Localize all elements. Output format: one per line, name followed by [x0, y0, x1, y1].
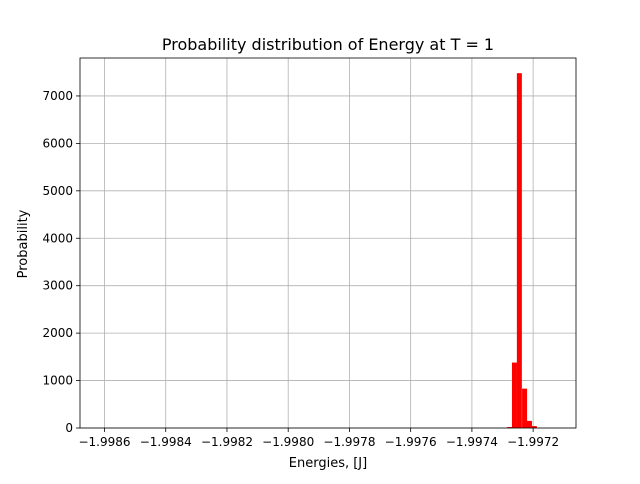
y-tick-label-1: 1000	[42, 374, 73, 388]
histogram-bar-5	[531, 426, 537, 428]
x-axis-ticks: −1.9986 −1.9984 −1.9982 −1.9980 −1.9978 −1.99…	[78, 428, 559, 449]
y-tick-label-3: 3000	[42, 279, 73, 293]
x-tick-label-4: −1.9978	[323, 435, 375, 449]
histogram-bar-0	[507, 427, 513, 428]
y-axis-label: Probability	[16, 209, 31, 278]
y-axis-ticks: 0 1000 2000 3000 4000 5000 6000 7000	[42, 89, 80, 435]
histogram-bar-3	[522, 388, 528, 428]
plot-area-frame	[79, 57, 577, 429]
y-tick-label-0: 0	[65, 421, 73, 435]
y-tick-label-5: 5000	[42, 184, 73, 198]
x-tick-label-7: −1.9972	[507, 435, 559, 449]
chart-title: Probability distribution of Energy at T …	[162, 35, 494, 54]
x-tick-label-6: −1.9974	[446, 435, 498, 449]
histogram-bar-2	[516, 73, 522, 428]
x-tick-label-2: −1.9982	[201, 435, 253, 449]
x-tick-label-5: −1.9976	[385, 435, 437, 449]
y-tick-label-6: 6000	[42, 136, 73, 150]
x-tick-label-3: −1.9980	[262, 435, 314, 449]
histogram-bar-4	[526, 420, 532, 428]
y-tick-label-7: 7000	[42, 89, 73, 103]
x-tick-label-0: −1.9986	[78, 435, 130, 449]
x-tick-label-1: −1.9984	[140, 435, 192, 449]
y-tick-label-4: 4000	[42, 231, 73, 245]
y-tick-label-2: 2000	[42, 326, 73, 340]
grid	[80, 58, 576, 429]
histogram-bar-1	[511, 362, 517, 428]
x-axis-label: Energies, [J]	[289, 456, 367, 471]
histogram-bars	[507, 73, 537, 428]
